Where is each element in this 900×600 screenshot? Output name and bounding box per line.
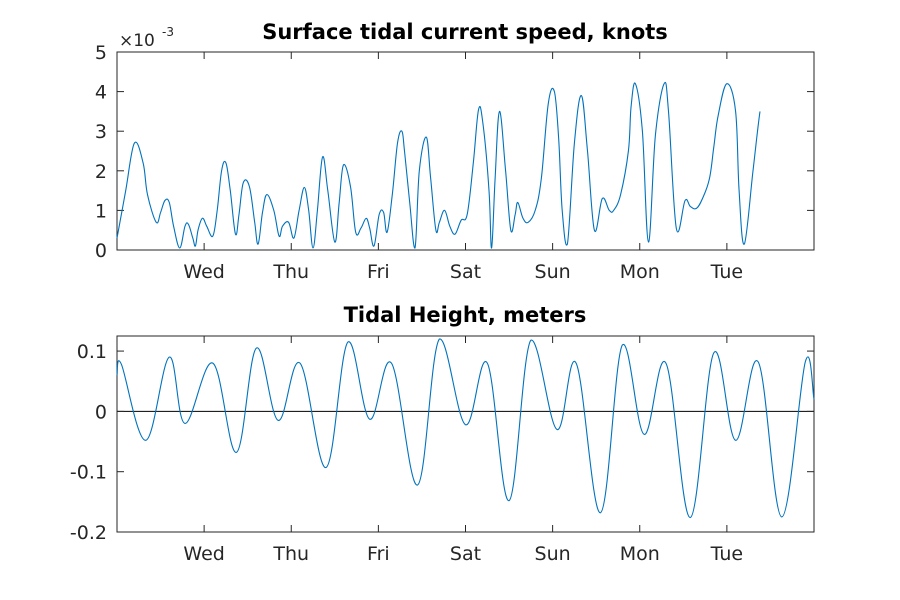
- y-tick-label: 0: [95, 240, 107, 262]
- chart-title: Tidal Height, meters: [344, 303, 587, 327]
- exponent-power: -3: [162, 25, 174, 39]
- x-tick-label: Thu: [272, 543, 309, 565]
- y-tick-label: -0.1: [70, 462, 107, 484]
- x-tick-label: Tue: [710, 543, 743, 565]
- y-tick-label: -0.2: [70, 522, 107, 544]
- current-speed-chart: Surface tidal current speed, knots ×10 -…: [95, 20, 815, 283]
- y-tick-label: 1: [95, 200, 107, 222]
- x-axis: Wed Thu Fri Sat Sun Mon Tue: [183, 52, 743, 283]
- plot-area: [116, 51, 815, 251]
- y-tick-label: 0: [95, 401, 107, 423]
- y-axis: 0 1 2 3 4 5: [95, 42, 814, 262]
- x-tick-label: Sat: [450, 261, 481, 283]
- axis-exponent: ×10 -3: [119, 25, 174, 51]
- x-tick-label: Wed: [183, 543, 224, 565]
- x-tick-label: Sun: [535, 261, 571, 283]
- x-tick-label: Mon: [620, 261, 660, 283]
- y-tick-label: 2: [95, 161, 107, 183]
- chart-title: Surface tidal current speed, knots: [262, 20, 668, 44]
- y-tick-label: 3: [95, 121, 107, 143]
- x-tick-label: Fri: [367, 261, 390, 283]
- x-tick-label: Sun: [535, 543, 571, 565]
- y-tick-label: 0.1: [77, 341, 107, 363]
- x-axis: Wed Thu Fri Sat Sun Mon Tue: [183, 336, 743, 565]
- y-axis: -0.2 -0.1 0 0.1: [70, 341, 814, 544]
- y-tick-label: 4: [95, 82, 107, 104]
- exponent-base: ×10: [119, 31, 155, 51]
- series-line: [116, 82, 761, 249]
- x-tick-label: Fri: [367, 543, 390, 565]
- x-tick-label: Mon: [620, 543, 660, 565]
- tidal-height-chart: Tidal Height, meters -0.2 -0.1 0 0.1 Wed Thu…: [70, 303, 815, 565]
- series-line: [116, 338, 815, 519]
- y-tick-label: 5: [95, 42, 107, 64]
- x-tick-label: Sat: [450, 543, 481, 565]
- x-tick-label: Thu: [272, 261, 309, 283]
- plot-area: [116, 335, 815, 533]
- x-tick-label: Wed: [183, 261, 224, 283]
- x-tick-label: Tue: [710, 261, 743, 283]
